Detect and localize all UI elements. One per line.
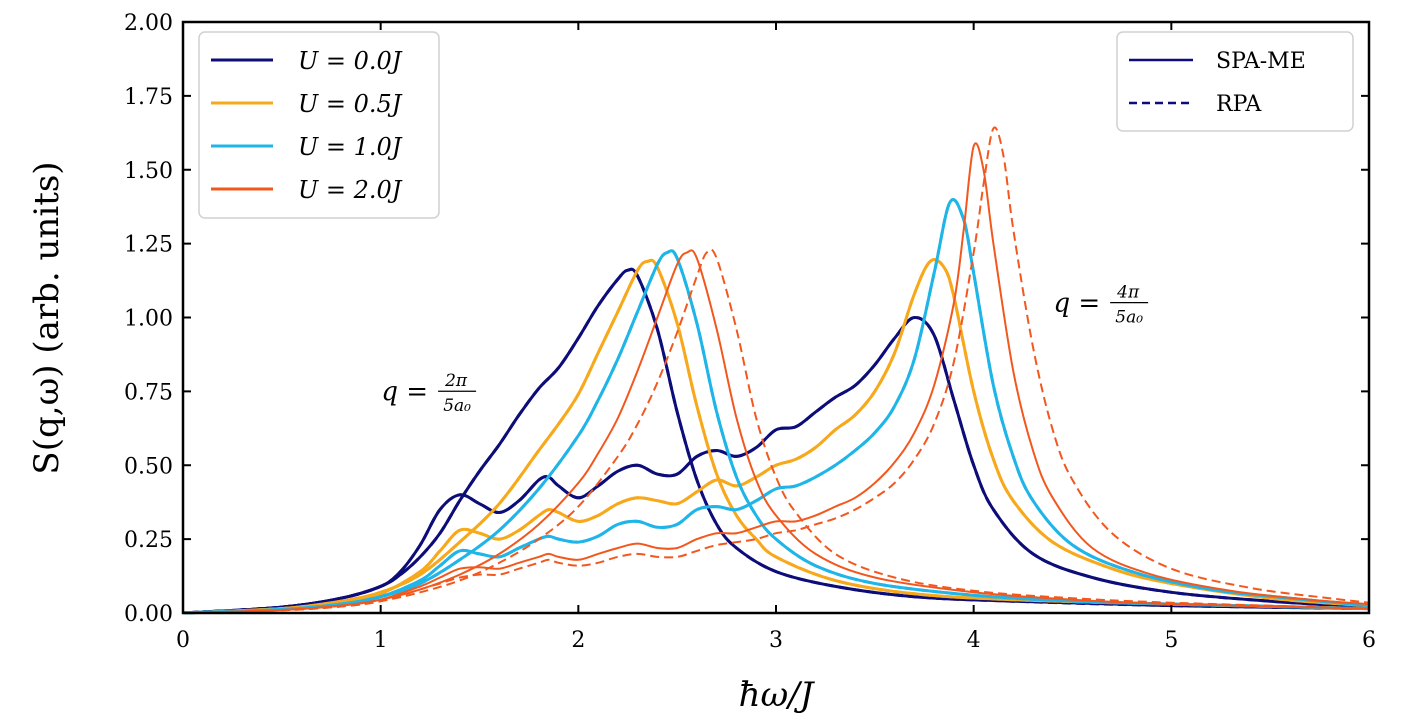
legend-style-label: RPA	[1216, 92, 1262, 117]
series-line-13	[182, 248, 1370, 614]
q-annotation-denominator: 5a₀	[443, 396, 471, 416]
legend-style-label: SPA-ME	[1216, 49, 1306, 74]
q-annotation-lhs: q =	[381, 377, 428, 407]
y-tick-label: 1.75	[124, 85, 173, 110]
series-line-10	[182, 198, 1370, 615]
legend-series-label: U = 1.0J	[298, 133, 403, 161]
q-annotation-numerator: 4π	[1116, 283, 1140, 303]
series-line-8	[182, 249, 1370, 615]
ticks-layer: 0 1 2 3 4 5 6 0.00 0.25 0.50 0.75 1.00 1.25 1.50 1.75 2…	[124, 11, 1376, 653]
q-annotation-numerator: 2π	[444, 371, 468, 391]
legend-style: SPA-ME RPA	[1116, 31, 1354, 132]
x-tick-label: 1	[374, 628, 388, 653]
y-tick-label: 0.00	[124, 602, 173, 627]
y-tick-label: 1.25	[124, 233, 173, 258]
y-tick-label: 1.00	[124, 307, 173, 332]
x-tick-label: 2	[571, 628, 585, 653]
y-tick-label: 1.50	[124, 159, 173, 184]
series-line-3	[182, 315, 1370, 615]
series-line-9	[182, 249, 1370, 615]
y-tick-label: 0.50	[124, 454, 173, 479]
series-line-14	[182, 142, 1370, 614]
q-annotation: q = 2π 5a₀	[381, 371, 477, 416]
y-axis-label: S(q,ω) (arb. units)	[27, 161, 67, 474]
legend-style-entries: SPA-ME RPA	[1129, 49, 1306, 117]
series-line-6	[182, 258, 1370, 615]
x-tick-label: 5	[1164, 628, 1178, 653]
x-axis-label: ħω/J	[739, 675, 816, 715]
legend-series: U = 0.0J U = 0.5J U = 1.0J U = 2.0J	[198, 31, 440, 219]
series-line-7	[182, 258, 1370, 615]
q-annotation-lhs: q =	[1053, 289, 1100, 319]
y-tick-label: 0.25	[124, 528, 173, 553]
legend-series-label: U = 0.5J	[298, 90, 403, 118]
series-line-12	[182, 249, 1370, 614]
legend-style-box	[1116, 31, 1354, 132]
x-tick-label: 3	[769, 628, 783, 653]
series-line-11	[182, 198, 1370, 615]
legend-series-entries: U = 0.0J U = 0.5J U = 1.0J U = 2.0J	[211, 47, 403, 204]
q-annotation: q = 4π 5a₀	[1053, 283, 1149, 328]
x-tick-label: 0	[176, 628, 190, 653]
annotations: q = 2π 5a₀ q = 4π 5a₀	[381, 283, 1149, 416]
series-line-1	[182, 267, 1370, 615]
y-tick-label: 2.00	[124, 11, 173, 36]
x-tick-label: 6	[1362, 628, 1376, 653]
series-line-0	[182, 267, 1370, 615]
series-line-4	[182, 258, 1370, 615]
y-tick-label: 0.75	[124, 380, 173, 405]
x-tick-label: 4	[967, 628, 981, 653]
legend-series-box	[198, 31, 440, 219]
legend-series-label: U = 0.0J	[298, 47, 403, 75]
series-line-15	[182, 126, 1370, 614]
series-layer	[182, 126, 1370, 615]
legend-series-label: U = 2.0J	[298, 176, 403, 204]
q-annotation-denominator: 5a₀	[1115, 308, 1143, 328]
series-line-5	[182, 258, 1370, 615]
